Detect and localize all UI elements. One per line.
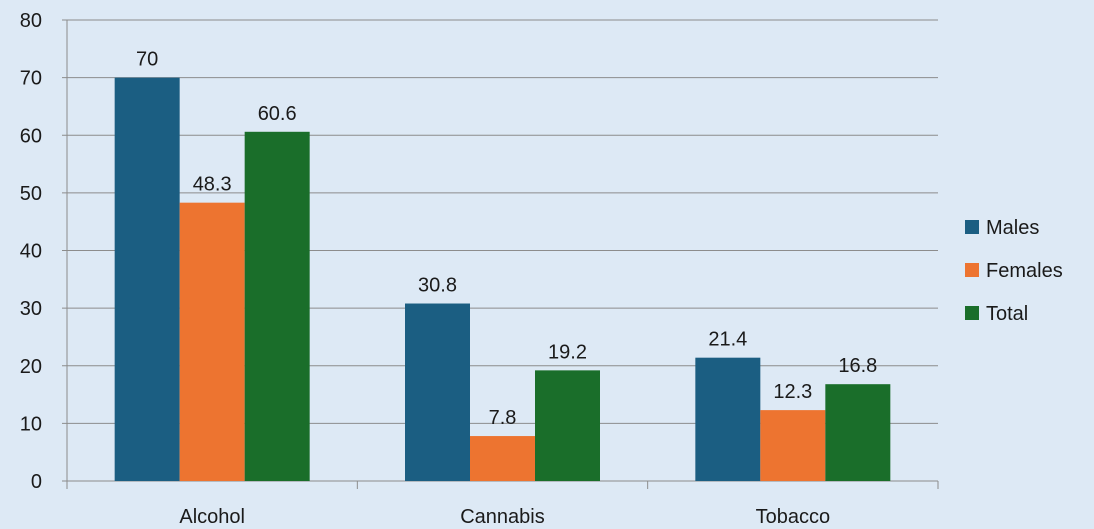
bar-alcohol-females xyxy=(179,202,245,481)
legend-swatch-total xyxy=(965,306,979,320)
bar-cannabis-total xyxy=(535,370,600,481)
bar-tobacco-males xyxy=(695,357,761,481)
legend-label-females: Females xyxy=(986,260,1063,282)
data-label-tobacco-males: 21.4 xyxy=(708,329,747,351)
data-label-tobacco-total: 16.8 xyxy=(838,355,877,377)
legend-label-total: Total xyxy=(986,303,1028,325)
y-tick-label-60: 60 xyxy=(20,125,42,147)
data-label-cannabis-total: 19.2 xyxy=(548,341,587,363)
category-label-alcohol: Alcohol xyxy=(179,506,245,528)
y-tick-label-50: 50 xyxy=(20,183,42,205)
y-tick-label-0: 0 xyxy=(31,471,42,493)
axes: 0 10 20 30 40 50 60 70 80 Alcohol Cannabis Tobacco xyxy=(20,10,939,528)
y-tick-label-40: 40 xyxy=(20,241,42,263)
legend: Males Females Total xyxy=(965,217,1063,325)
data-label-cannabis-females: 7.8 xyxy=(489,407,517,429)
legend-swatch-males xyxy=(965,220,979,234)
bar-alcohol-total xyxy=(244,131,310,482)
bar-tobacco-total xyxy=(825,384,891,481)
y-tick-label-30: 30 xyxy=(20,298,42,320)
y-tick-label-70: 70 xyxy=(20,68,42,90)
bars xyxy=(114,77,891,482)
category-label-tobacco: Tobacco xyxy=(756,506,831,528)
y-tick-label-10: 10 xyxy=(20,413,42,435)
legend-label-males: Males xyxy=(986,217,1039,239)
data-labels: 70 48.3 60.6 30.8 7.8 19.2 21.4 12.3 16.8 xyxy=(136,49,877,429)
bar-cannabis-males xyxy=(405,303,470,481)
category-label-cannabis: Cannabis xyxy=(460,506,545,528)
legend-swatch-females xyxy=(965,263,979,277)
y-tick-label-80: 80 xyxy=(20,10,42,32)
data-label-alcohol-total: 60.6 xyxy=(258,103,297,125)
data-label-alcohol-males: 70 xyxy=(136,49,158,71)
data-label-cannabis-males: 30.8 xyxy=(418,275,457,297)
y-tick-label-20: 20 xyxy=(20,356,42,378)
bar-alcohol-males xyxy=(114,77,180,481)
bar-tobacco-females xyxy=(760,410,826,481)
data-label-alcohol-females: 48.3 xyxy=(193,174,232,196)
data-label-tobacco-females: 12.3 xyxy=(773,381,812,403)
bar-cannabis-females xyxy=(470,436,535,481)
